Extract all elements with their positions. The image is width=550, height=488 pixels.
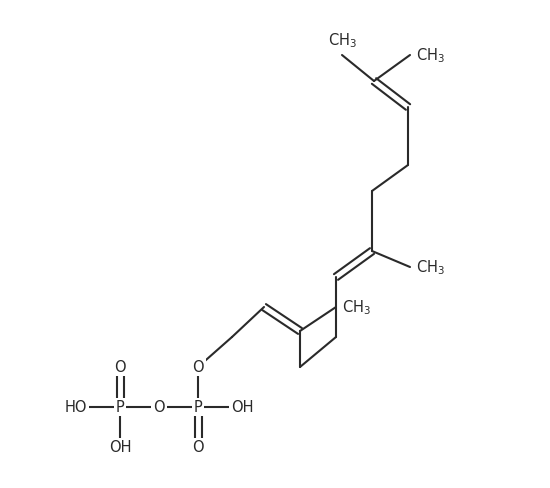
Text: CH$_3$: CH$_3$ — [342, 298, 371, 317]
Text: OH: OH — [109, 440, 131, 454]
Text: CH$_3$: CH$_3$ — [416, 258, 445, 277]
Text: P: P — [116, 400, 124, 415]
Text: O: O — [192, 440, 204, 454]
Text: CH$_3$: CH$_3$ — [416, 46, 445, 65]
Text: O: O — [153, 400, 165, 415]
Text: CH$_3$: CH$_3$ — [327, 31, 356, 50]
Text: P: P — [194, 400, 202, 415]
Text: O: O — [114, 360, 126, 375]
Text: HO: HO — [65, 400, 87, 415]
Text: OH: OH — [231, 400, 253, 415]
Text: O: O — [192, 360, 204, 375]
